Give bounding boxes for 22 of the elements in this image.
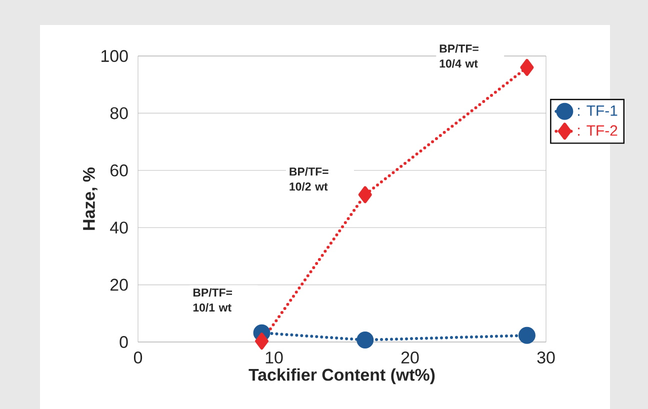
annotation: BP/TF= 10/1 wt [193,288,232,312]
legend-label: : TF-2 [578,125,618,136]
x-axis-title: Tackifier Content (wt%) [248,368,435,384]
y-axis-title: Haze, % [82,167,98,230]
x-tick-label: 20 [401,352,419,364]
x-tick-label: 10 [266,352,283,364]
point [358,186,372,204]
point [356,331,374,348]
annotation: BP/TF= 10/4 wt [440,44,478,68]
point [520,58,534,76]
x-tick-label: 30 [537,352,555,364]
point [255,332,269,350]
legend-label: : TF-1 [578,105,618,116]
point [518,326,536,344]
y-tick-label: 20 [110,278,128,291]
y-tick-label: 40 [110,222,128,234]
y-tick-label: 60 [110,164,128,176]
y-tick-label: 0 [120,336,128,348]
annotation: BP/TF= 10/2 wt [290,167,328,191]
y-tick-label: 100 [102,50,128,62]
x-tick-label: 0 [134,352,142,364]
y-tick-label: 80 [110,107,128,120]
